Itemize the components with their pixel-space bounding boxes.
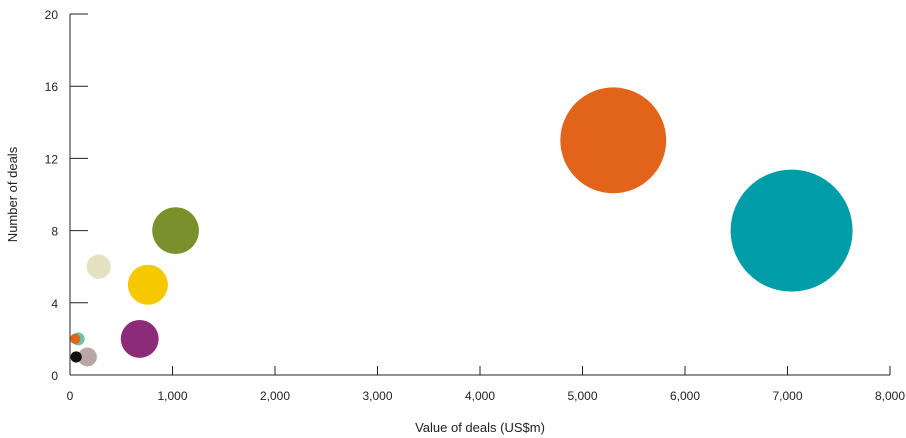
y-axis-title: Number of deals xyxy=(5,146,20,242)
bubble-point xyxy=(560,87,667,194)
y-tick-label: 8 xyxy=(51,225,58,239)
x-tick-label: 6,000 xyxy=(670,389,700,403)
bubble-point xyxy=(730,169,853,292)
x-axis-title: Value of deals (US$m) xyxy=(415,420,545,435)
bubble-layer xyxy=(69,87,853,367)
x-ticks: 0 1,000 2,000 3,000 4,000 5,000 6,000 7,000 8,00… xyxy=(67,366,905,403)
bubble-point xyxy=(77,347,97,367)
y-tick-label: 20 xyxy=(45,8,59,22)
axes: 0 1,000 2,000 3,000 4,000 5,000 6,000 7,000 8,00… xyxy=(45,8,906,403)
x-tick-label: 1,000 xyxy=(157,389,187,403)
x-tick-label: 7,000 xyxy=(772,389,802,403)
x-tick-label: 3,000 xyxy=(362,389,392,403)
bubble-point xyxy=(70,351,82,363)
x-tick-label: 5,000 xyxy=(567,389,597,403)
bubble-point xyxy=(120,319,159,358)
x-tick-label: 2,000 xyxy=(260,389,290,403)
x-tick-label: 8,000 xyxy=(875,389,905,403)
bubble-point xyxy=(86,254,111,279)
y-ticks: 0 4 8 12 16 20 xyxy=(45,8,88,383)
y-tick-label: 0 xyxy=(51,369,58,383)
x-tick-label: 0 xyxy=(67,389,74,403)
bubble-point xyxy=(152,207,199,254)
y-tick-label: 16 xyxy=(45,80,59,94)
y-tick-label: 12 xyxy=(45,152,59,166)
bubble-point xyxy=(127,264,168,305)
bubble-point xyxy=(69,333,81,345)
x-tick-label: 4,000 xyxy=(465,389,495,403)
y-tick-label: 4 xyxy=(51,297,58,311)
